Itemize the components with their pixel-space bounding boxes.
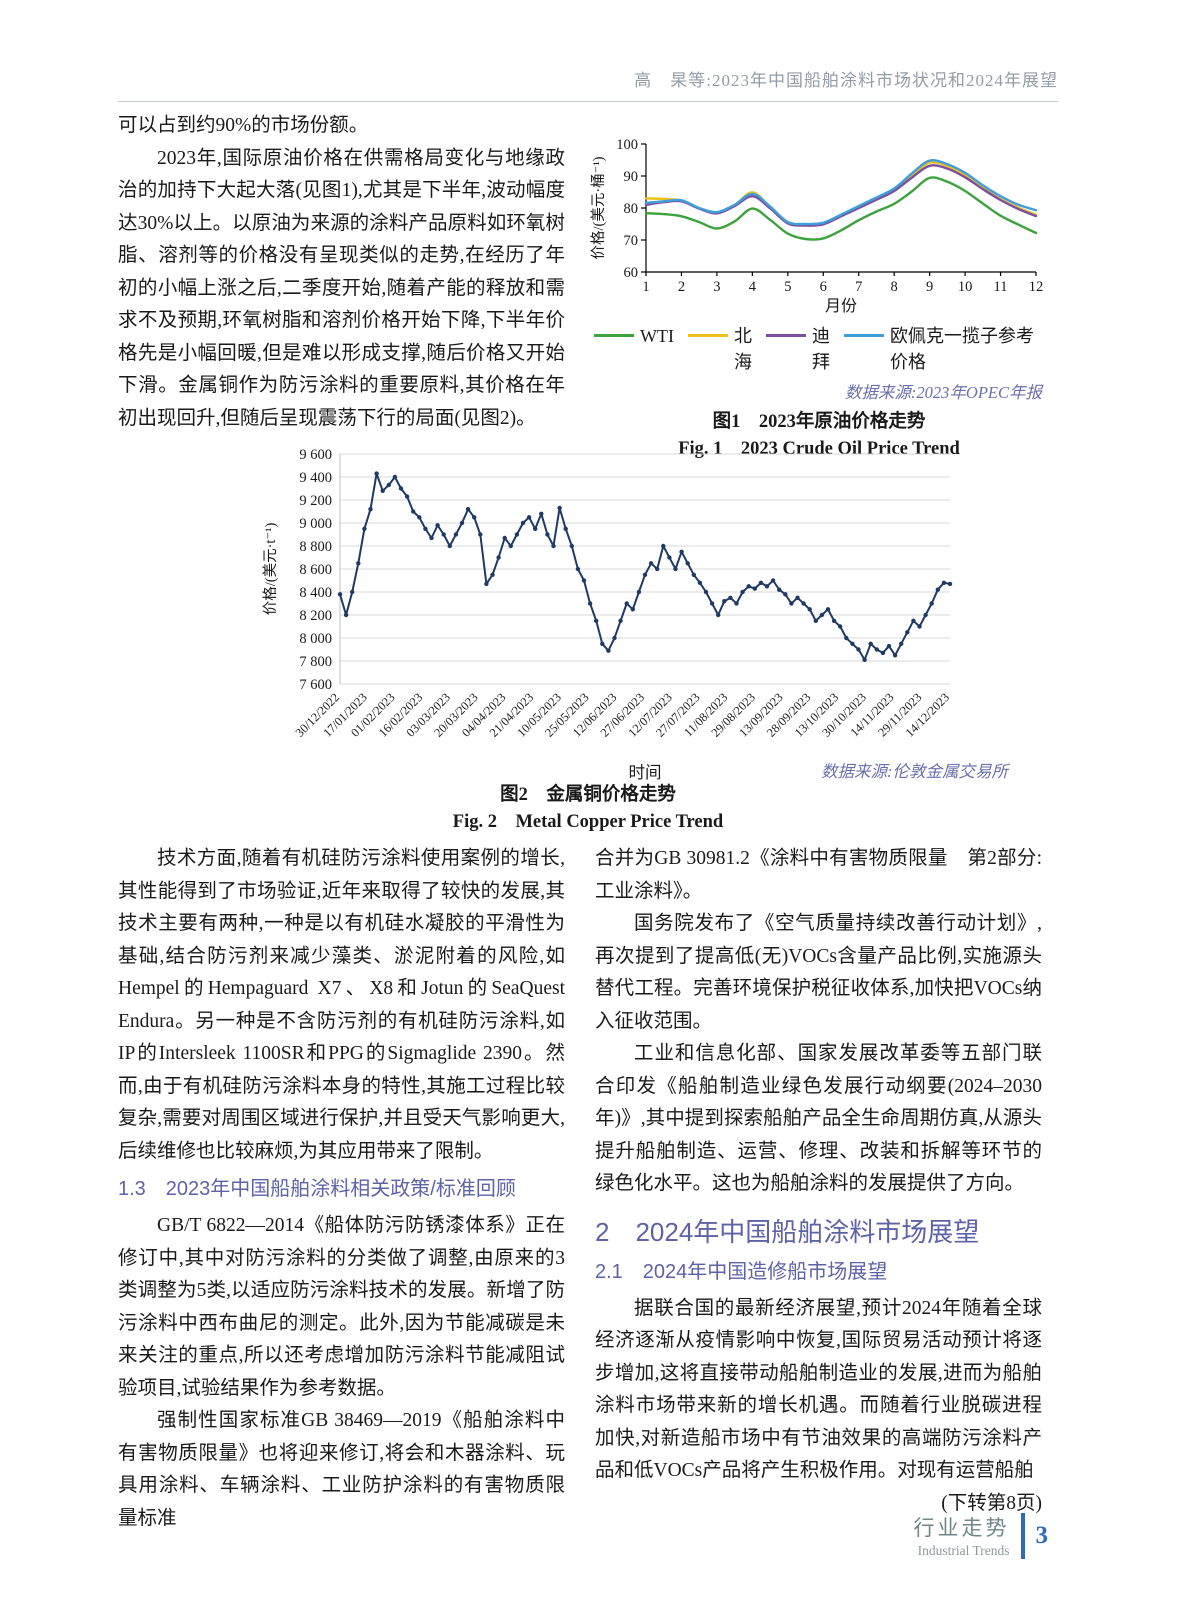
body-paragraph: 技术方面,随着有机硅防污涂料使用案例的增长,其性能得到了市场验证,近年来取得了较… <box>118 848 565 1162</box>
svg-text:9 200: 9 200 <box>299 493 332 509</box>
body-paragraph: 可以占到约90%的市场份额。 <box>118 115 369 136</box>
body-paragraph: 合并为GB 30981.2《涂料中有害物质限量 第2部分:工业涂料》。 <box>595 848 1042 902</box>
section-heading-2-1: 2.1 2024年中国造修船市场展望 <box>595 1260 888 1283</box>
svg-text:3: 3 <box>713 279 720 295</box>
oil-chart-legend: WTI 北海 迪拜 欧佩克一揽子参考价格 <box>588 323 1050 375</box>
svg-text:100: 100 <box>616 137 638 153</box>
data-source-note: 数据来源:2023年OPEC年报 <box>844 383 1042 402</box>
svg-text:9 400: 9 400 <box>299 470 332 486</box>
running-title: 高 杲等:2023年中国船舶涂料市场状况和2024年展望 <box>634 71 1058 90</box>
oil-price-chart: 60 70 80 90 100 1 2 3 4 5 6 7 8 9 10 11 12 月份 价格/(美元·桶⁻¹) <box>588 132 1050 321</box>
legend-line-swatch <box>687 334 728 337</box>
body-paragraph: 据联合国的最新经济展望,预计2024年随着全球经济逐渐从疫情影响中恢复,国际贸易… <box>595 1297 1042 1482</box>
svg-text:价格/(美元·t⁻¹): 价格/(美元·t⁻¹) <box>262 523 279 616</box>
footer-section-en: Industrial Trends <box>917 1543 1010 1558</box>
svg-text:8 600: 8 600 <box>299 562 332 578</box>
svg-text:9 000: 9 000 <box>299 516 332 532</box>
svg-text:8 000: 8 000 <box>299 631 332 647</box>
legend-label: 欧佩克一揽子参考价格 <box>889 326 1034 372</box>
legend-label: WTI <box>640 326 674 346</box>
running-header: 高 杲等:2023年中国船舶涂料市场状况和2024年展望 <box>118 66 1058 102</box>
svg-text:5: 5 <box>784 279 791 295</box>
legend-label: 迪拜 <box>811 326 830 372</box>
copper-price-chart: 7 600 7 800 8 000 8 200 8 400 8 600 8 800 9 000… <box>255 444 965 789</box>
svg-text:7 600: 7 600 <box>299 677 332 693</box>
svg-text:时间: 时间 <box>629 763 662 782</box>
svg-text:90: 90 <box>624 169 639 185</box>
body-paragraph: 国务院发布了《空气质量持续改善行动计划》,再次提到了提高低(无)VOCs含量产品… <box>595 913 1042 1032</box>
copper-chart-svg: 7 600 7 800 8 000 8 200 8 400 8 600 8 800 9 000… <box>262 447 953 782</box>
svg-text:70: 70 <box>624 233 639 249</box>
svg-text:7 800: 7 800 <box>299 654 332 670</box>
footer-divider-bar <box>1020 1512 1025 1559</box>
legend-item: WTI <box>594 323 674 375</box>
svg-text:12: 12 <box>1029 279 1044 295</box>
column-left-bottom: 技术方面,随着有机硅防污涂料使用案例的增长,其性能得到了市场验证,近年来取得了较… <box>118 843 565 1535</box>
figure2-caption-cn: 图2 金属铜价格走势 <box>500 785 676 805</box>
svg-text:月份: 月份 <box>825 297 857 315</box>
svg-text:7: 7 <box>855 279 862 295</box>
svg-text:2: 2 <box>678 279 685 295</box>
svg-text:10: 10 <box>958 279 973 295</box>
legend-label: 北海 <box>733 326 752 372</box>
copper-price-figure: 7 600 7 800 8 000 8 200 8 400 8 600 8 800 9 000… <box>255 444 965 789</box>
section-heading-2: 2 2024年中国船舶涂料市场展望 <box>595 1216 980 1247</box>
body-paragraph: GB/T 6822—2014《船体防污防锈漆体系》正在修订中,其中对防污涂料的分… <box>118 1215 565 1399</box>
legend-item: 迪拜 <box>765 323 830 375</box>
legend-line-swatch <box>594 334 634 337</box>
column-left-top: 可以占到约90%的市场份额。 2023年,国际原油价格在供需格局变化与地缘政治的… <box>118 110 565 435</box>
body-paragraph: 工业和信息化部、国家发展改革委等五部门联合印发《船舶制造业绿色发展行动纲要(20… <box>595 1043 1042 1194</box>
legend-line-swatch <box>765 334 806 337</box>
svg-text:价格/(美元·桶⁻¹): 价格/(美元·桶⁻¹) <box>590 156 607 259</box>
figure2-caption-en: Fig. 2 Metal Copper Price Trend <box>452 812 724 832</box>
svg-text:80: 80 <box>624 201 639 217</box>
svg-text:60: 60 <box>624 265 639 281</box>
continued-note: (下转第8页) <box>941 1492 1042 1514</box>
body-paragraph: 2023年,国际原油价格在供需格局变化与地缘政治的加持下大起大落(见图1),尤其… <box>118 147 565 429</box>
legend-item: 北海 <box>687 323 752 375</box>
oil-price-figure: 60 70 80 90 100 1 2 3 4 5 6 7 8 9 10 11 12 月份 价格/(美元·桶⁻¹) … <box>588 132 1050 463</box>
body-paragraph: 强制性国家标准GB 38469—2019《船舶涂料中有害物质限量》也将迎来修订,… <box>118 1410 565 1529</box>
svg-text:8 400: 8 400 <box>299 585 332 601</box>
page-number: 3 <box>1035 1521 1049 1549</box>
legend-item: 欧佩克一揽子参考价格 <box>843 323 1050 375</box>
svg-text:6: 6 <box>820 279 827 295</box>
svg-text:8: 8 <box>891 279 898 295</box>
svg-text:8 200: 8 200 <box>299 608 332 624</box>
svg-text:4: 4 <box>749 279 757 295</box>
svg-text:1: 1 <box>642 279 649 295</box>
page-footer: 行业走势 Industrial Trends 3 <box>913 1512 1049 1559</box>
svg-text:11: 11 <box>994 279 1008 295</box>
footer-section-cn: 行业走势 <box>913 1517 1010 1540</box>
data-source-note: 数据来源:伦敦金属交易所 <box>821 762 1008 781</box>
legend-line-swatch <box>843 334 884 337</box>
section-heading-1-3: 1.3 2023年中国船舶涂料相关政策/标准回顾 <box>118 1178 516 1200</box>
figure1-caption-cn: 图1 2023年原油价格走势 <box>712 412 926 432</box>
svg-text:9: 9 <box>926 279 933 295</box>
svg-text:9 600: 9 600 <box>299 447 332 463</box>
svg-text:8 800: 8 800 <box>299 539 332 555</box>
column-right-bottom: 合并为GB 30981.2《涂料中有害物质限量 第2部分:工业涂料》。 国务院发… <box>595 843 1042 1520</box>
